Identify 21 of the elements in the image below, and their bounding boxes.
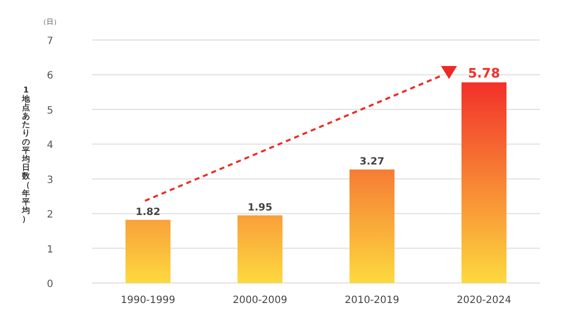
- data-label: 1.95: [248, 202, 272, 214]
- y-tick-label: 2: [46, 210, 54, 221]
- bar: [126, 220, 170, 283]
- data-label: 3.27: [360, 156, 384, 168]
- x-tick-label: 2020-2024: [456, 295, 512, 306]
- y-tick-label: 6: [46, 70, 54, 82]
- x-tick-label: 2010-2019: [344, 295, 400, 306]
- x-tick-label: 2000-2009: [232, 295, 288, 306]
- y-tick-label: 1: [46, 244, 54, 256]
- data-label: 1.82: [136, 206, 160, 218]
- text: 1地点あたりの平均日数（年平均）: [22, 86, 30, 224]
- x-tick-label: 1990-1999: [120, 295, 176, 306]
- bar: [462, 82, 506, 283]
- y-tick-label: 5: [46, 105, 54, 116]
- y-tick-label: 7: [46, 36, 54, 47]
- y-tick-label: 3: [46, 174, 54, 186]
- bar: [238, 215, 282, 283]
- y-tick-label: 0: [46, 279, 54, 290]
- bar: [350, 169, 394, 283]
- data-label: 5.78: [468, 66, 500, 82]
- y-tick-label: 4: [46, 140, 54, 152]
